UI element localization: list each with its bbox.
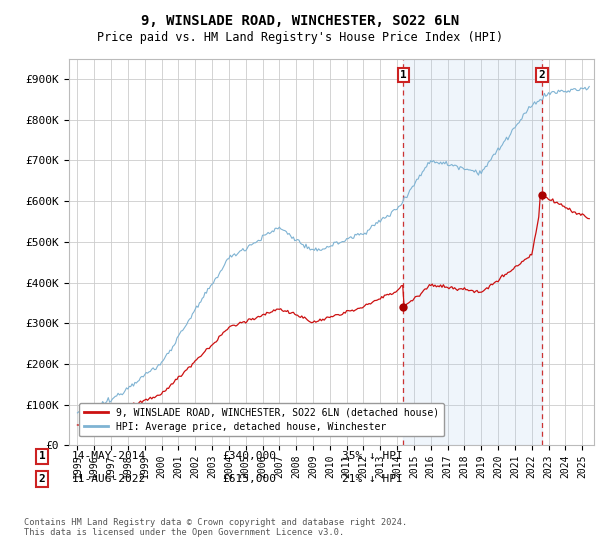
Text: £615,000: £615,000 [222, 474, 276, 484]
Text: 9, WINSLADE ROAD, WINCHESTER, SO22 6LN: 9, WINSLADE ROAD, WINCHESTER, SO22 6LN [141, 14, 459, 28]
Text: 1: 1 [38, 451, 46, 461]
Text: Price paid vs. HM Land Registry's House Price Index (HPI): Price paid vs. HM Land Registry's House … [97, 31, 503, 44]
Text: Contains HM Land Registry data © Crown copyright and database right 2024.
This d: Contains HM Land Registry data © Crown c… [24, 518, 407, 538]
Text: 11-AUG-2022: 11-AUG-2022 [72, 474, 146, 484]
Bar [403, 59, 542, 445]
Text: 1: 1 [400, 70, 407, 80]
Legend: 9, WINSLADE ROAD, WINCHESTER, SO22 6LN (detached house), HPI: Average price, det: 9, WINSLADE ROAD, WINCHESTER, SO22 6LN (… [79, 403, 444, 436]
Text: 2: 2 [38, 474, 46, 484]
Text: 21% ↓ HPI: 21% ↓ HPI [342, 474, 403, 484]
Text: £340,000: £340,000 [222, 451, 276, 461]
Text: 2: 2 [539, 70, 545, 80]
Text: 14-MAY-2014: 14-MAY-2014 [72, 451, 146, 461]
Text: 35% ↓ HPI: 35% ↓ HPI [342, 451, 403, 461]
